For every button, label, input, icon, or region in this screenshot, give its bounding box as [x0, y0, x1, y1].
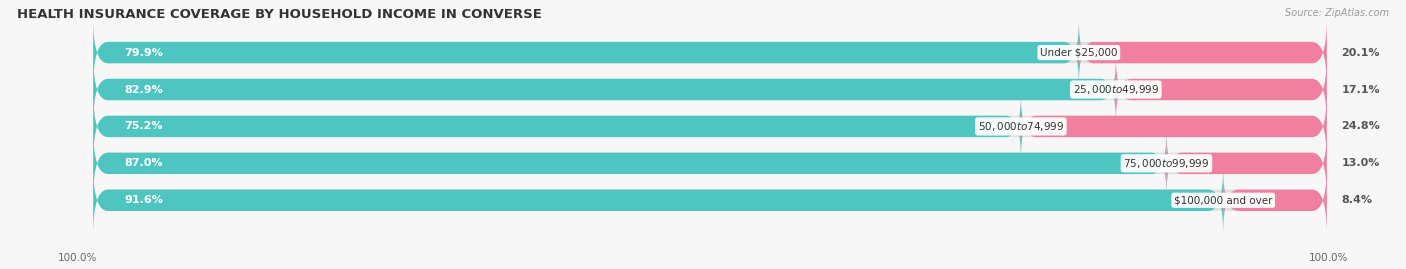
FancyBboxPatch shape — [93, 167, 1327, 234]
FancyBboxPatch shape — [93, 19, 1327, 86]
Text: 79.9%: 79.9% — [124, 48, 163, 58]
FancyBboxPatch shape — [93, 93, 1327, 160]
Text: 13.0%: 13.0% — [1341, 158, 1381, 168]
FancyBboxPatch shape — [93, 56, 1116, 123]
FancyBboxPatch shape — [93, 130, 1167, 197]
Text: 24.8%: 24.8% — [1341, 121, 1381, 132]
FancyBboxPatch shape — [1167, 130, 1327, 197]
Text: $25,000 to $49,999: $25,000 to $49,999 — [1073, 83, 1159, 96]
Text: Under $25,000: Under $25,000 — [1040, 48, 1118, 58]
Text: 17.1%: 17.1% — [1341, 84, 1381, 94]
FancyBboxPatch shape — [93, 19, 1078, 86]
Text: 87.0%: 87.0% — [124, 158, 163, 168]
Text: Source: ZipAtlas.com: Source: ZipAtlas.com — [1285, 8, 1389, 18]
Text: 20.1%: 20.1% — [1341, 48, 1381, 58]
FancyBboxPatch shape — [1223, 167, 1327, 234]
FancyBboxPatch shape — [1116, 56, 1327, 123]
Text: 100.0%: 100.0% — [58, 253, 97, 263]
Text: $50,000 to $74,999: $50,000 to $74,999 — [977, 120, 1064, 133]
Text: 100.0%: 100.0% — [1309, 253, 1348, 263]
FancyBboxPatch shape — [93, 130, 1327, 197]
FancyBboxPatch shape — [93, 93, 1021, 160]
Text: HEALTH INSURANCE COVERAGE BY HOUSEHOLD INCOME IN CONVERSE: HEALTH INSURANCE COVERAGE BY HOUSEHOLD I… — [17, 8, 541, 21]
Text: 8.4%: 8.4% — [1341, 195, 1372, 205]
Text: $75,000 to $99,999: $75,000 to $99,999 — [1123, 157, 1209, 170]
FancyBboxPatch shape — [93, 56, 1327, 123]
Text: 75.2%: 75.2% — [124, 121, 163, 132]
FancyBboxPatch shape — [93, 167, 1223, 234]
Text: 82.9%: 82.9% — [124, 84, 163, 94]
Text: 91.6%: 91.6% — [124, 195, 163, 205]
Text: $100,000 and over: $100,000 and over — [1174, 195, 1272, 205]
FancyBboxPatch shape — [1021, 93, 1327, 160]
FancyBboxPatch shape — [1078, 19, 1327, 86]
